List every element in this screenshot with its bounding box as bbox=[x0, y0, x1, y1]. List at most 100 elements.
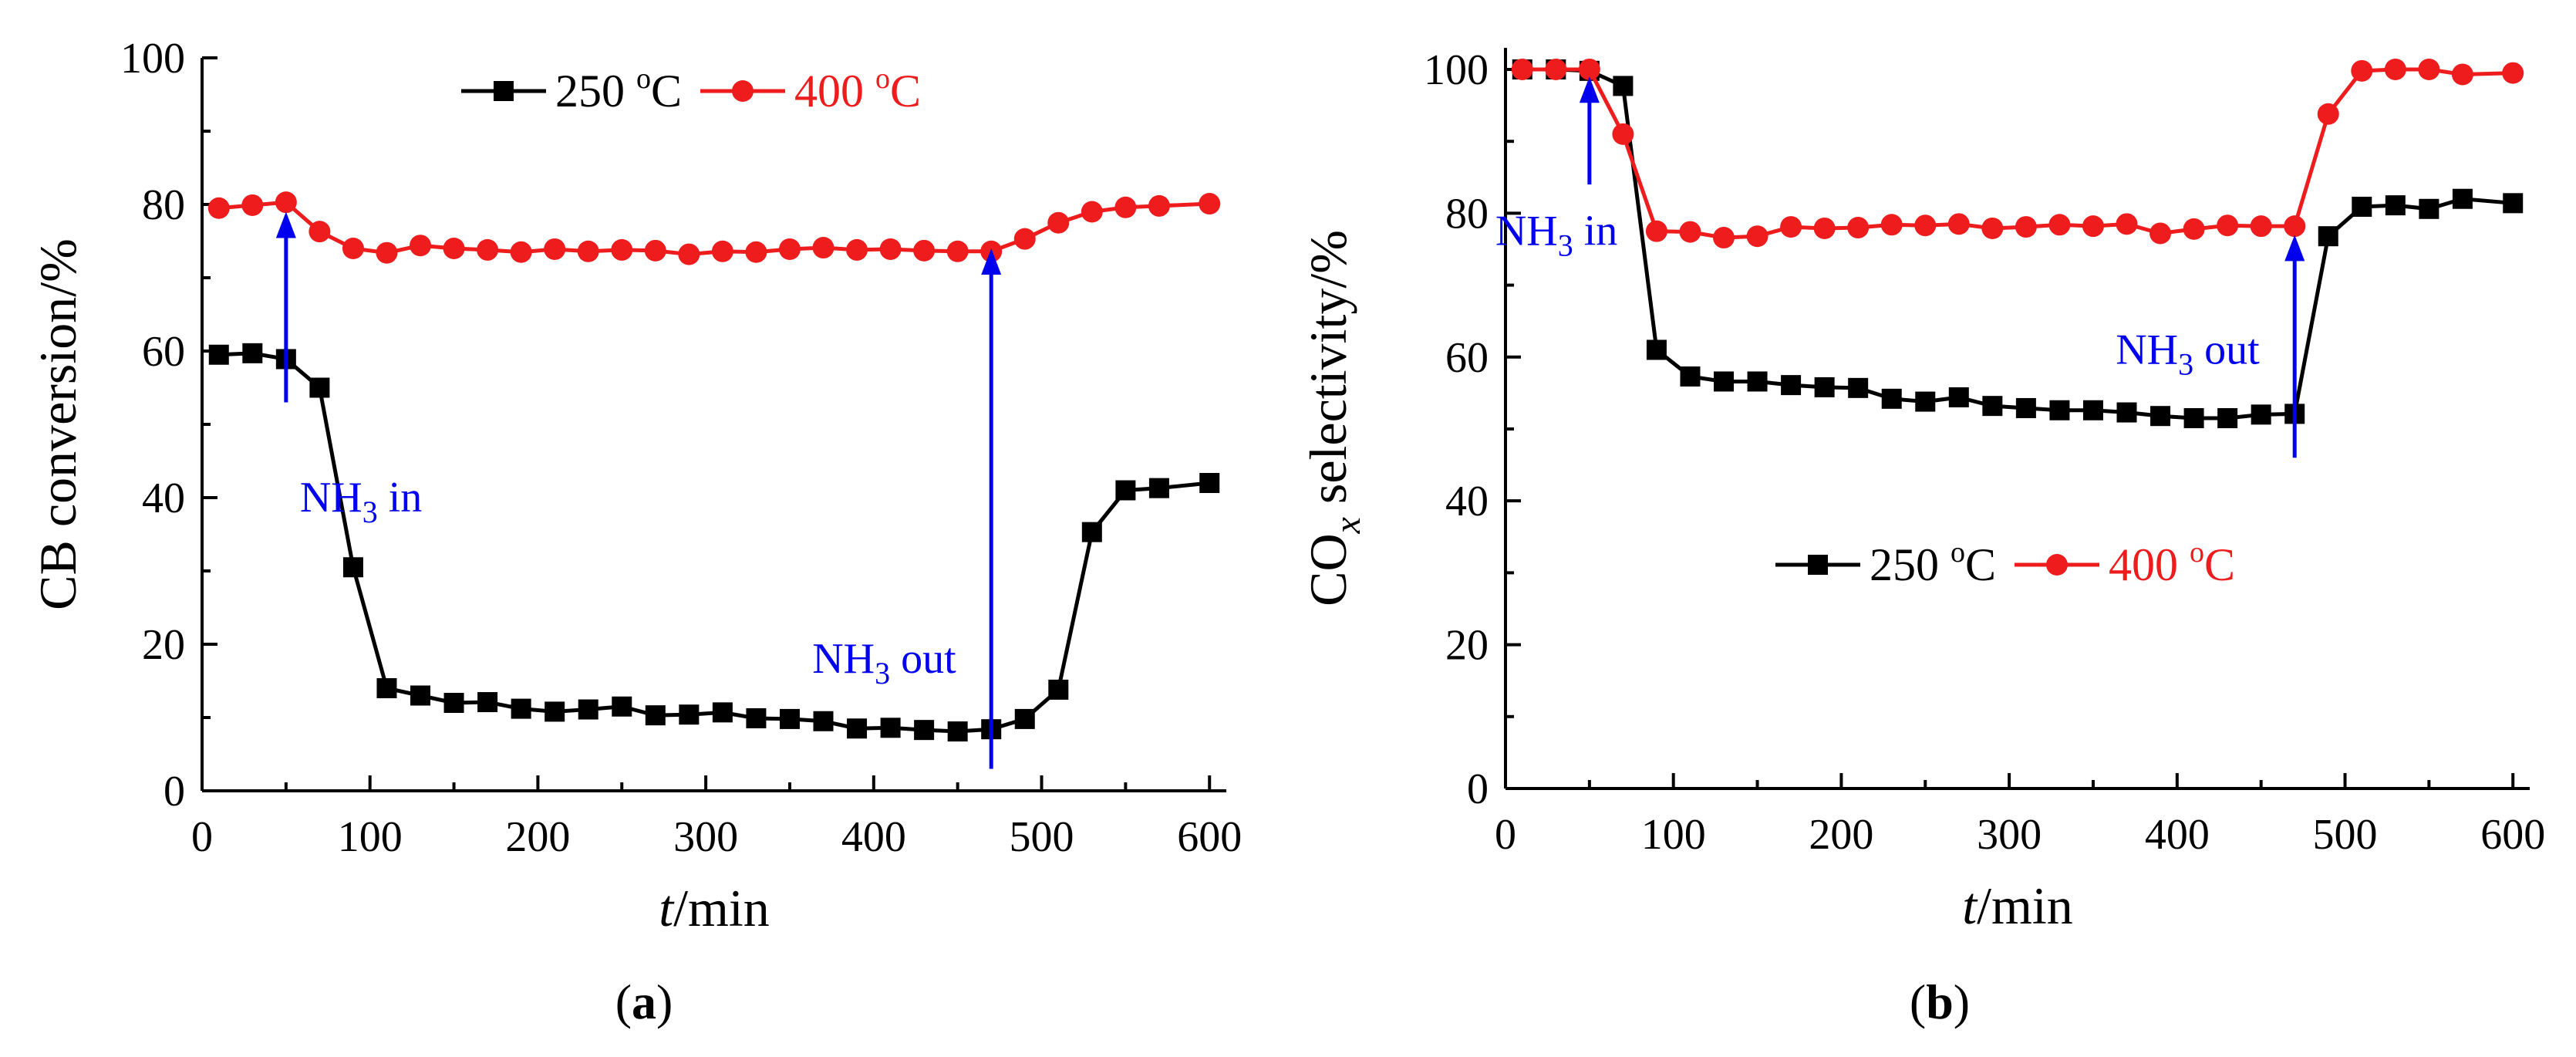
data-point-400C bbox=[812, 237, 835, 259]
legend: 250 oC 400 oC bbox=[1775, 536, 2235, 590]
x-tick-label: 300 bbox=[673, 813, 738, 861]
data-point-400C bbox=[2149, 222, 2172, 245]
data-point-400C bbox=[2502, 62, 2524, 84]
data-point-400C bbox=[2317, 103, 2339, 125]
data-point-400C bbox=[1914, 214, 1937, 237]
chart-panel-a: 0 100 200 300 400 500 600 0 20 40 60 80 100 t/min CB c… bbox=[29, 35, 1242, 937]
data-point-250C bbox=[2419, 198, 2439, 219]
x-tick-label: 400 bbox=[841, 813, 906, 861]
data-point-400C bbox=[2183, 218, 2205, 240]
data-point-400C bbox=[1545, 58, 1567, 80]
data-point-250C bbox=[880, 718, 901, 738]
data-point-400C bbox=[1578, 58, 1600, 80]
data-point-250C bbox=[2352, 196, 2372, 217]
data-point-250C bbox=[1613, 76, 1634, 96]
y-axis-title: CB conversion/% bbox=[29, 238, 87, 610]
legend-marker-square bbox=[1808, 555, 1828, 575]
data-point-400C bbox=[2250, 215, 2272, 238]
data-point-250C bbox=[2318, 226, 2338, 247]
annotation-arrow-head bbox=[1579, 76, 1600, 103]
data-point-250C bbox=[2503, 193, 2524, 214]
data-point-400C bbox=[275, 191, 297, 214]
data-point-400C bbox=[1780, 216, 1802, 238]
data-point-250C bbox=[1747, 371, 1768, 392]
data-point-400C bbox=[2284, 215, 2306, 238]
x-tick-label: 0 bbox=[1495, 811, 1516, 859]
data-point-250C bbox=[712, 702, 733, 723]
data-point-400C bbox=[510, 241, 532, 263]
y-tick-label: 80 bbox=[142, 181, 185, 229]
chart-panel-b: 0 100 200 300 400 500 600 0 20 40 60 80 100 t/min COx … bbox=[1299, 46, 2545, 935]
data-point-250C bbox=[1081, 522, 1102, 542]
annotation-text-nh3-in: NH3 in bbox=[1495, 208, 1617, 263]
data-point-250C bbox=[1915, 391, 1936, 412]
data-point-400C bbox=[846, 238, 868, 261]
legend-marker-circle bbox=[732, 80, 754, 102]
data-point-250C bbox=[1148, 478, 1169, 498]
data-point-250C bbox=[2049, 400, 2070, 420]
annotation-text-nh3-out: NH3 out bbox=[2116, 326, 2260, 381]
data-point-250C bbox=[443, 693, 464, 713]
data-point-250C bbox=[2452, 188, 2473, 209]
data-point-400C bbox=[2015, 216, 2037, 238]
data-point-250C bbox=[1680, 366, 1701, 387]
data-point-250C bbox=[342, 557, 363, 578]
data-point-400C bbox=[644, 239, 666, 262]
data-point-250C bbox=[1848, 377, 1869, 398]
panel-label-a: (a) bbox=[615, 974, 673, 1029]
annotation-text-nh3-out: NH3 out bbox=[812, 635, 956, 691]
data-point-250C bbox=[2217, 408, 2238, 428]
y-tick-label: 20 bbox=[142, 621, 185, 669]
y-tick-label: 60 bbox=[142, 328, 185, 376]
data-point-400C bbox=[376, 241, 398, 264]
data-point-400C bbox=[2451, 63, 2473, 86]
annotation-text-nh3-in: NH3 in bbox=[300, 474, 422, 529]
data-point-250C bbox=[2150, 406, 2171, 427]
data-point-400C bbox=[241, 194, 264, 216]
legend-marker-circle bbox=[2046, 554, 2068, 576]
data-point-400C bbox=[2351, 59, 2373, 82]
data-point-250C bbox=[2251, 404, 2271, 425]
x-tick-label: 600 bbox=[2480, 811, 2545, 859]
data-point-400C bbox=[1813, 217, 1836, 239]
y-tick-label: 60 bbox=[1445, 334, 1489, 382]
series-line-250C bbox=[1522, 67, 2514, 420]
data-point-250C bbox=[914, 720, 935, 741]
data-point-400C bbox=[1645, 220, 1667, 242]
legend-label-250C: 250 oC bbox=[1870, 536, 1996, 590]
data-point-250C bbox=[578, 699, 598, 720]
data-point-250C bbox=[1014, 708, 1035, 729]
data-point-400C bbox=[2384, 58, 2406, 80]
data-point-400C bbox=[1679, 221, 1701, 243]
data-point-250C bbox=[309, 377, 330, 398]
data-point-400C bbox=[2217, 214, 2239, 237]
annotation-arrow-head bbox=[2284, 235, 2305, 262]
data-point-400C bbox=[1713, 227, 1735, 249]
data-point-400C bbox=[1081, 201, 1103, 223]
data-point-250C bbox=[242, 343, 263, 363]
x-tick-label: 200 bbox=[505, 813, 570, 861]
data-point-250C bbox=[612, 696, 632, 717]
data-point-250C bbox=[2015, 397, 2036, 418]
data-point-250C bbox=[645, 705, 666, 726]
y-tick-label: 40 bbox=[142, 474, 185, 522]
data-point-250C bbox=[1814, 377, 1835, 397]
data-point-400C bbox=[745, 241, 767, 263]
data-point-400C bbox=[913, 239, 936, 262]
data-point-250C bbox=[208, 344, 229, 365]
data-point-400C bbox=[1880, 214, 1903, 236]
x-tick-label: 100 bbox=[1641, 811, 1706, 859]
data-point-400C bbox=[207, 197, 230, 219]
data-point-400C bbox=[879, 238, 902, 260]
data-point-400C bbox=[342, 238, 364, 259]
x-tick-label: 100 bbox=[338, 813, 403, 861]
data-point-400C bbox=[1199, 193, 1221, 215]
data-point-400C bbox=[2116, 213, 2138, 235]
data-point-250C bbox=[477, 692, 498, 713]
data-point-250C bbox=[410, 685, 431, 706]
annotation-arrow-head bbox=[275, 211, 296, 238]
data-point-400C bbox=[1947, 213, 1970, 235]
data-point-400C bbox=[1047, 211, 1070, 234]
data-point-400C bbox=[1847, 217, 1870, 239]
